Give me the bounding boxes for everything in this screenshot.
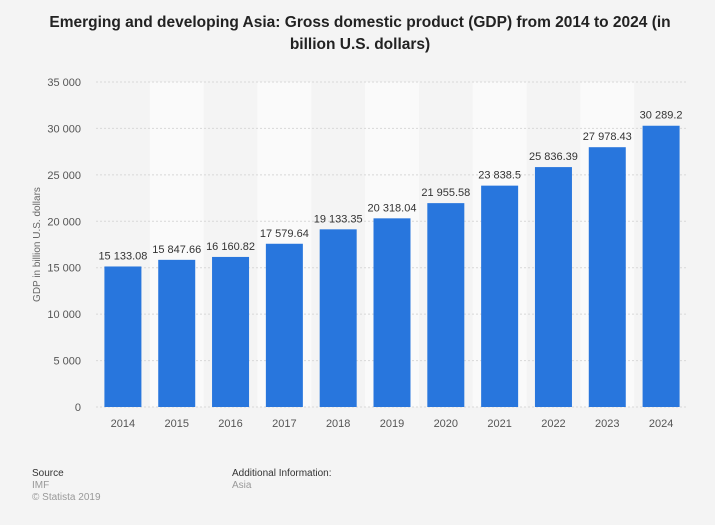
x-tick-label: 2016 xyxy=(218,418,242,430)
bar-2020 xyxy=(427,203,465,407)
bar-chart: 0 5 000 10 000 15 000 20 000 25 000 30 000 35 0… xyxy=(32,77,688,430)
bar-2016 xyxy=(212,256,250,407)
y-tick-label: 20 000 xyxy=(47,216,81,228)
x-tick-label: 2024 xyxy=(649,418,673,430)
x-tick-label: 2020 xyxy=(434,418,458,430)
data-label: 25 836.39 xyxy=(529,151,578,163)
data-label: 27 978.43 xyxy=(583,131,632,143)
x-tick-label: 2014 xyxy=(111,418,135,430)
bar-2022 xyxy=(534,167,572,407)
y-tick-label: 10 000 xyxy=(47,309,81,321)
y-tick-label: 5 000 xyxy=(53,356,81,368)
y-tick-label: 0 xyxy=(75,402,81,414)
y-tick-label: 15 000 xyxy=(47,263,81,275)
additional-value: Asia xyxy=(232,480,252,491)
additional-heading: Additional Information: xyxy=(232,468,332,479)
data-label: 20 318.04 xyxy=(368,202,417,214)
data-label: 17 579.64 xyxy=(260,228,309,240)
bar-2023 xyxy=(588,147,626,407)
source-block: Source IMF © Statista 2019 xyxy=(32,468,101,504)
y-tick-label: 35 000 xyxy=(47,77,81,89)
data-label: 21 955.58 xyxy=(421,187,470,199)
bar-2017 xyxy=(265,243,303,407)
x-tick-label: 2023 xyxy=(595,418,619,430)
bar-2021 xyxy=(481,185,519,407)
copyright: © Statista 2019 xyxy=(32,492,101,503)
x-tick-label: 2018 xyxy=(326,418,350,430)
source-value: IMF xyxy=(32,480,50,491)
data-label: 15 847.66 xyxy=(152,244,201,256)
bar-2018 xyxy=(319,229,357,407)
bar-2024 xyxy=(642,125,680,408)
bar-2015 xyxy=(158,259,196,407)
x-tick-label: 2021 xyxy=(487,418,511,430)
data-label: 16 160.82 xyxy=(206,241,255,253)
data-label: 30 289.2 xyxy=(640,110,683,122)
x-tick-label: 2019 xyxy=(380,418,404,430)
x-tick-label: 2017 xyxy=(272,418,296,430)
y-axis-label: GDP in billion U.S. dollars xyxy=(32,187,43,302)
y-tick-label: 25 000 xyxy=(47,170,81,182)
source-heading: Source xyxy=(32,468,64,479)
bar-2014 xyxy=(104,266,142,407)
x-tick-label: 2015 xyxy=(164,418,188,430)
additional-info-block: Additional Information: Asia xyxy=(232,468,332,492)
data-label: 23 838.5 xyxy=(478,170,521,182)
x-tick-label: 2022 xyxy=(541,418,565,430)
y-tick-label: 30 000 xyxy=(47,123,81,135)
data-label: 19 133.35 xyxy=(314,213,363,225)
bar-2019 xyxy=(373,218,411,407)
chart-title: Emerging and developing Asia: Gross dome… xyxy=(49,14,671,53)
data-label: 15 133.08 xyxy=(98,250,147,262)
